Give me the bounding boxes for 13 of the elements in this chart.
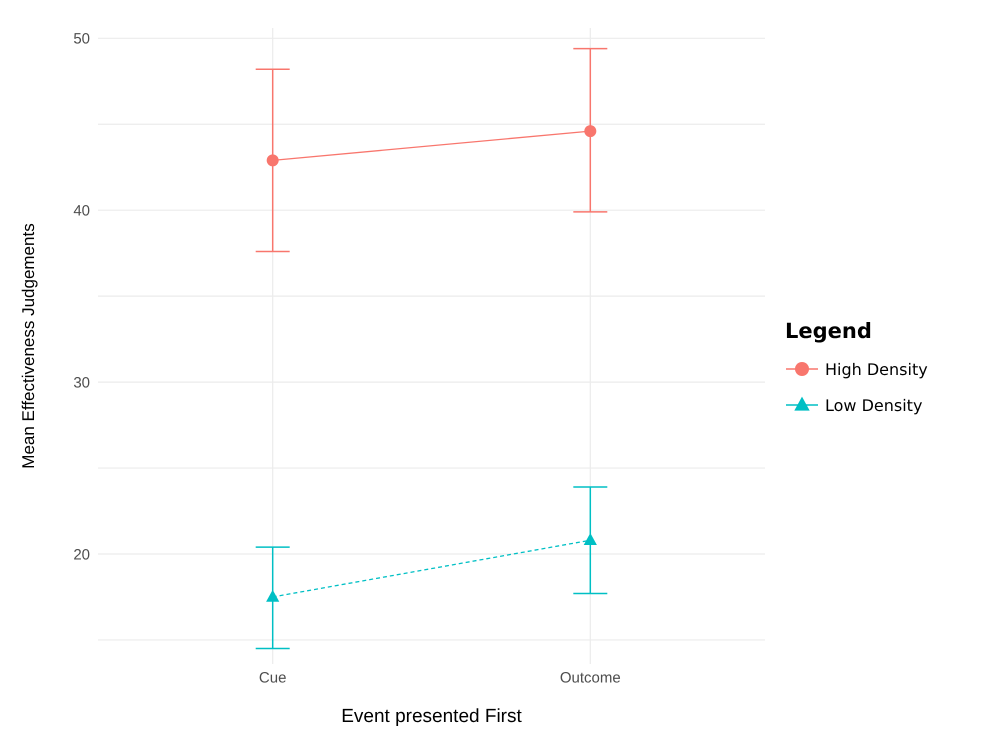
y-tick-label: 40 bbox=[73, 202, 90, 220]
y-tick-label: 50 bbox=[73, 30, 90, 48]
point bbox=[266, 154, 279, 166]
legend-label: High Density bbox=[825, 360, 928, 378]
y-tick-label: 20 bbox=[73, 546, 90, 564]
legend-title: Legend bbox=[785, 319, 873, 343]
x-tick-label: Outcome bbox=[560, 670, 621, 687]
y-tick-label: 30 bbox=[73, 374, 90, 392]
y-axis-title: Mean Effectiveness Judgements bbox=[19, 223, 38, 469]
legend-label: Low Density bbox=[825, 396, 922, 414]
point bbox=[584, 125, 596, 138]
x-axis-title: Event presented First bbox=[341, 706, 523, 727]
x-tick-label: Cue bbox=[258, 670, 286, 687]
